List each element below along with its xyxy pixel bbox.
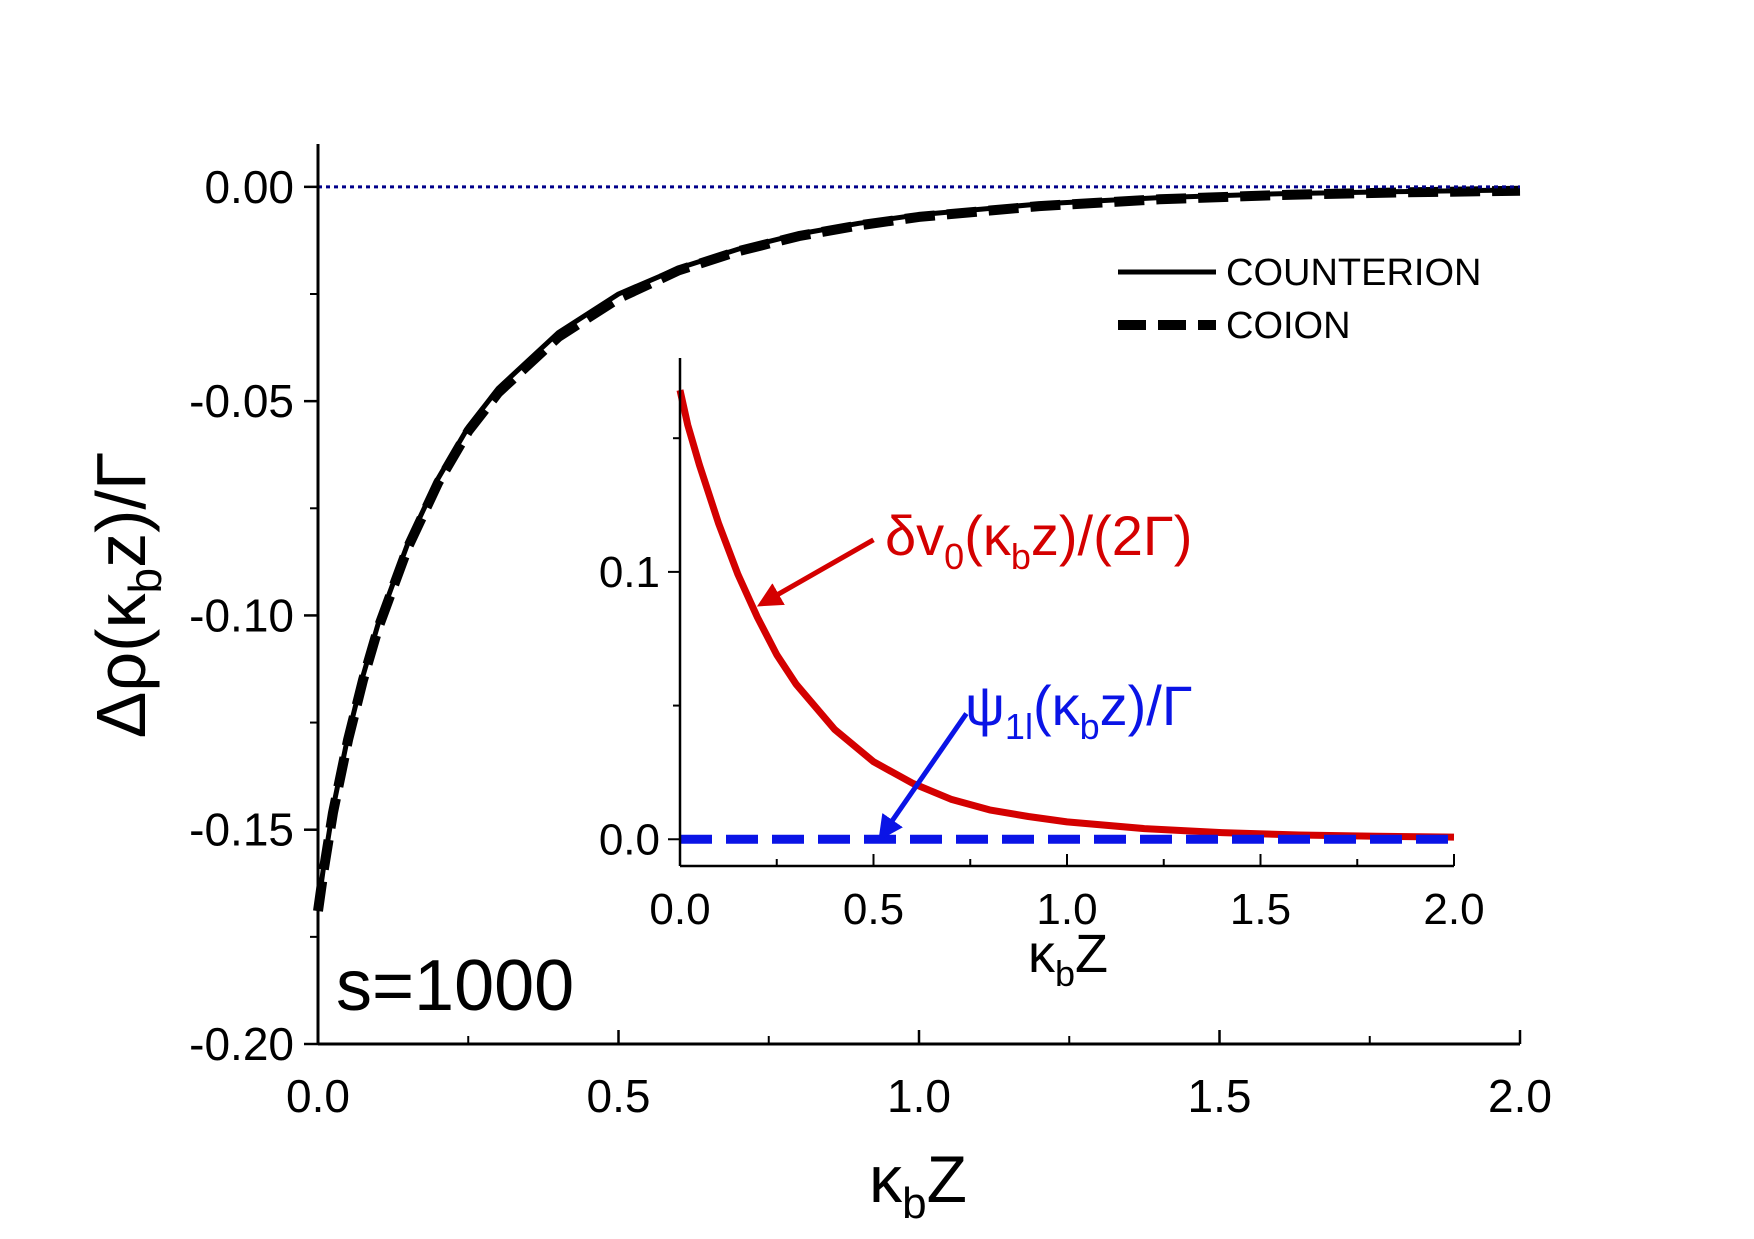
inset-plot: 0.0 0.5 1.0 1.5 2.0 0.00.1 κbZ δv0(κbz)/(2Γ)… [599, 356, 1485, 994]
legend-counterion-label: COUNTERION [1226, 252, 1481, 294]
main-y-axis-label: Δρ(κbz)/Γ [82, 452, 171, 739]
annotation-psi-sub2: b [1080, 706, 1100, 747]
main-x-tick-label: 0.0 [286, 1070, 350, 1122]
annotation-delta-v0-mid: (κ [964, 504, 1012, 567]
main-x-ticks: 0.0 0.5 1.0 1.5 2.0 [286, 1030, 1552, 1122]
inset-x-tick-label: 1.0 [1036, 885, 1097, 934]
main-y-axis-label-main: Δρ(κ [82, 593, 160, 739]
inset-x-tick-label: 0.0 [649, 885, 710, 934]
inset-arrows [756, 537, 969, 841]
inset-x-axis-label-main: κ [1028, 924, 1056, 984]
annotation-psi-tail: z)/Γ [1100, 674, 1193, 737]
legend-coion-label: COION [1226, 305, 1351, 347]
inset-x-axis-label-sub: b [1055, 953, 1075, 994]
inset-background [680, 356, 1460, 866]
main-y-tick-label: -0.10 [189, 589, 294, 641]
inset-series-delta-v0 [676, 389, 1455, 841]
main-x-axis-label-tail: Z [927, 1142, 967, 1216]
main-y-tick-label: -0.20 [189, 1018, 294, 1070]
annotation-psi-mid: (κ [1033, 674, 1081, 737]
main-y-ticks: 0.00 -0.05 -0.10 -0.15 -0.20 [189, 161, 318, 1070]
inset-x-tick-label: 1.5 [1230, 885, 1291, 934]
annotation-delta-v0-tail: z)/(2Γ) [1031, 504, 1193, 567]
main-series-group [313, 185, 1521, 912]
main-x-tick-label: 1.0 [887, 1070, 951, 1122]
inset-y-ticks: 0.0 0.1 [599, 437, 680, 864]
annotation-delta-v0-sub: 0 [944, 536, 964, 577]
main-plot: 0.0 0.5 1.0 1.5 2.0 0.00-0.05-0.10-0.15-0.20… [82, 144, 1552, 1228]
inset-x-tick-label: 0.5 [843, 885, 904, 934]
annotation-delta-v0-main: δv [885, 504, 944, 567]
main-x-tick-label: 0.5 [587, 1070, 651, 1122]
inset-x-tick-label: 2.0 [1423, 885, 1484, 934]
main-x-tick-label: 2.0 [1488, 1070, 1552, 1122]
main-y-tick-label: -0.15 [189, 804, 294, 856]
main-x-axis-label: κbZ [869, 1142, 967, 1228]
main-y-tick-label: -0.05 [189, 375, 294, 427]
legend: COUNTERION COION [1118, 252, 1481, 347]
annotation-s-value: s=1000 [336, 946, 574, 1026]
annotation-psi-arrow [878, 712, 969, 841]
annotation-delta-v0: δv0(κbz)/(2Γ) [885, 504, 1192, 577]
annotation-psi: ψ1l(κbz)/Γ [965, 674, 1193, 747]
annotation-delta-v0-sub2: b [1011, 536, 1031, 577]
inset-y-tick-label: 0.1 [599, 548, 660, 597]
main-series-coion [313, 185, 1521, 912]
annotation-delta-v0-arrow [756, 537, 875, 607]
main-y-axis-label-tail: z)/Γ [82, 452, 160, 568]
main-x-tick-label: 1.5 [1188, 1070, 1252, 1122]
main-y-axis-label-sub: b [119, 568, 171, 594]
main-x-axis-label-main: κ [869, 1142, 903, 1216]
annotation-psi-main: ψ [965, 674, 1005, 737]
inset-x-axis-label-tail: Z [1075, 924, 1108, 984]
inset-x-axis-label: κbZ [1028, 924, 1108, 994]
inset-series-group [676, 389, 1455, 844]
main-y-tick-label: 0.00 [204, 161, 294, 213]
inset-x-ticks: 0.0 0.5 1.0 1.5 2.0 [649, 854, 1485, 934]
annotation-psi-sub: 1l [1005, 706, 1033, 747]
inset-y-tick-label: 0.0 [599, 815, 660, 864]
main-x-axis-label-sub: b [902, 1179, 926, 1228]
